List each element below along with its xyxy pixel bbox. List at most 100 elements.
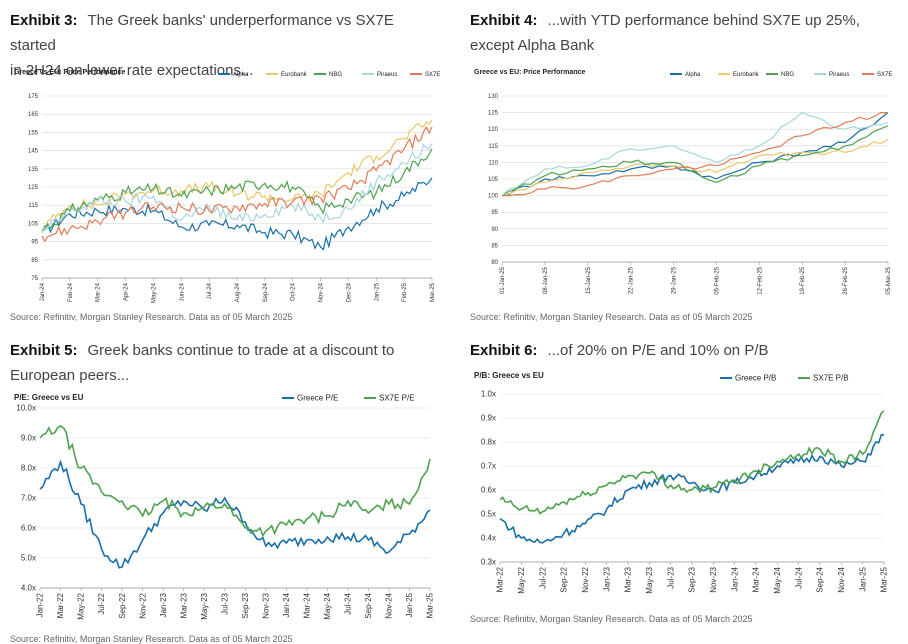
x-tick-label: Mar-23 [179, 592, 188, 618]
y-tick-label: 85 [491, 243, 498, 249]
x-tick-label: Jan-23 [159, 592, 168, 617]
series-line-nbg [501, 125, 889, 197]
exhibit-number: Exhibit 4: [470, 12, 538, 29]
y-tick-label: 115 [28, 203, 38, 209]
x-tick-label: Sep-24 [816, 566, 825, 592]
exhibit-title: Exhibit 3: The Greek banks' underperforma… [10, 8, 440, 83]
x-tick-label: 05-Mar-25 [886, 266, 892, 294]
exhibit-3-panel: Exhibit 3: The Greek banks' underperforma… [10, 8, 440, 324]
x-tick-label: Mar-22 [56, 592, 65, 618]
exhibit-6-chart: P/B: Greece vs EU 0.3x 0.4x 0.5x 0.6x 0.7x 0.8… [474, 371, 889, 594]
y-tick-label: 105 [28, 221, 39, 227]
y-tick-label: 4.0x [21, 584, 36, 593]
x-tick-label: Sep-24 [364, 592, 373, 618]
x-tick-label: Sep-23 [688, 566, 697, 592]
x-tick-label: May-22 [77, 592, 86, 619]
y-tick-label: 175 [28, 94, 39, 100]
x-tick-label: Sep-22 [560, 566, 569, 592]
x-tick-label: Jul-24 [794, 566, 803, 588]
y-tick-label: 85 [31, 258, 38, 264]
x-tick-label: Mar-22 [496, 566, 505, 592]
x-tick-label: Jan-25 [405, 592, 414, 617]
x-tick-label: Nov-24 [385, 592, 394, 618]
chart-title: Greece vs EU: Price Performance [14, 69, 125, 76]
legend-label: Alpha [685, 72, 701, 78]
y-tick-label: 1.0x [481, 390, 496, 399]
x-tick-label: Jan-22 [36, 592, 45, 617]
x-tick-label: Jul-23 [220, 592, 229, 614]
x-tick-label: May-24 [323, 592, 332, 619]
x-tick-label: 08-Jan-25 [543, 266, 549, 294]
source-note: Source: Refinitiv, Morgan Stanley Resear… [470, 312, 753, 322]
x-tick-label: 12-Feb-25 [757, 266, 763, 294]
legend-label: SX7E [877, 72, 892, 78]
exhibit-5-chart: P/E: Greece vs EU 4.0x 5.0x 6.0x 7.0x 8.0x 9.0… [14, 393, 435, 620]
x-tick-label: Sep-24 [263, 282, 269, 302]
x-tick-label: May-22 [517, 566, 526, 593]
y-tick-label: 130 [488, 94, 499, 100]
y-tick-label: 0.5x [481, 510, 496, 519]
x-tick-label: Nov-22 [138, 592, 147, 618]
legend-label: Greece P/B [735, 374, 776, 383]
exhibit-6-panel: Exhibit 6: ...of 20% on P/E and 10% on P/… [470, 338, 900, 641]
series-line-sx7e [41, 125, 433, 243]
y-tick-label: 90 [491, 227, 498, 233]
series-line-eurobank [41, 119, 433, 232]
x-tick-label: Jan-24 [282, 592, 291, 617]
x-tick-label: Mar-25 [430, 282, 436, 302]
series-line-piraeus [501, 111, 889, 197]
y-tick-label: 75 [31, 276, 38, 282]
y-tick-label: 110 [488, 160, 498, 166]
x-tick-label: Jan-24 [40, 282, 46, 301]
x-tick-label: Jun-24 [179, 282, 185, 301]
x-tick-label: Mar-25 [426, 592, 435, 618]
source-note: Source: Refinitiv, Morgan Stanley Resear… [10, 312, 293, 322]
x-tick-label: Mar-24 [752, 566, 761, 592]
x-tick-label: Nov-23 [261, 592, 270, 618]
y-tick-label: 165 [28, 112, 39, 118]
x-tick-label: Jul-22 [97, 592, 106, 614]
y-tick-label: 5.0x [21, 554, 36, 563]
x-tick-label: Mar-24 [96, 282, 102, 302]
x-tick-label: 26-Feb-25 [843, 266, 849, 294]
x-tick-label: Jul-23 [666, 566, 675, 588]
x-tick-label: Nov-22 [581, 566, 590, 592]
exhibit-title-line2: except Alpha Bank [470, 37, 595, 54]
legend-label: Piraeus [829, 72, 849, 78]
y-tick-label: 95 [491, 210, 498, 216]
exhibit-title-line1: The Greek banks' underperformance vs SX7… [10, 12, 394, 54]
series-line-alpha [41, 177, 433, 251]
y-tick-label: 8.0x [21, 464, 36, 473]
x-tick-label: Nov-23 [709, 566, 718, 592]
y-tick-label: 9.0x [21, 434, 36, 443]
exhibit-number: Exhibit 3: [10, 12, 78, 29]
x-tick-label: 05-Feb-25 [714, 266, 720, 294]
exhibit-3-chart: Greece vs EU: Price Performance 75 85 95 105… [14, 69, 440, 303]
x-tick-label: Jul-22 [538, 566, 547, 588]
legend-label: NBG [781, 72, 794, 78]
y-tick-label: 95 [31, 240, 38, 246]
exhibit-title-line2: in 2H24 on lower rate expectations... [10, 62, 254, 79]
x-tick-label: Mar-24 [303, 592, 312, 618]
exhibit-number: Exhibit 6: [470, 342, 538, 359]
x-tick-label: Sep-22 [118, 592, 127, 618]
x-tick-label: May-23 [645, 566, 654, 593]
x-tick-label: Jan-23 [602, 566, 611, 591]
source-note: Source: Refinitiv, Morgan Stanley Resear… [10, 634, 293, 644]
exhibit-4-chart: Greece vs EU: Price Performance 80 85 90 95 1… [474, 69, 892, 295]
x-tick-label: Apr-24 [124, 282, 130, 301]
x-tick-label: Nov-24 [837, 566, 846, 592]
y-tick-label: 0.6x [481, 486, 496, 495]
legend-label: Alpha [233, 72, 249, 78]
y-tick-label: 0.4x [481, 534, 496, 543]
exhibit-title: Exhibit 6: ...of 20% on P/E and 10% on P/… [470, 338, 769, 363]
exhibit-title: Exhibit 5: Greek banks continue to trade … [10, 338, 394, 388]
x-tick-label: Jan-24 [730, 566, 739, 591]
legend-label: NBG [329, 72, 342, 78]
y-tick-label: 10.0x [16, 404, 36, 413]
exhibit-4-panel: Exhibit 4: ...with YTD performance behind… [470, 8, 900, 324]
legend-label: SX7E [425, 72, 440, 78]
legend-label: SX7E P/B [813, 374, 849, 383]
x-tick-label: Mar-23 [624, 566, 633, 592]
x-tick-label: Jul-24 [207, 282, 213, 299]
